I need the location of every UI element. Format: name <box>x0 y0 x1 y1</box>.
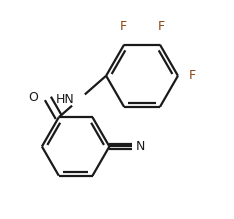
Text: F: F <box>189 69 196 82</box>
Text: F: F <box>119 20 127 33</box>
Text: F: F <box>158 20 165 33</box>
Text: HN: HN <box>55 93 74 106</box>
Text: O: O <box>28 91 38 104</box>
Text: N: N <box>136 140 146 153</box>
